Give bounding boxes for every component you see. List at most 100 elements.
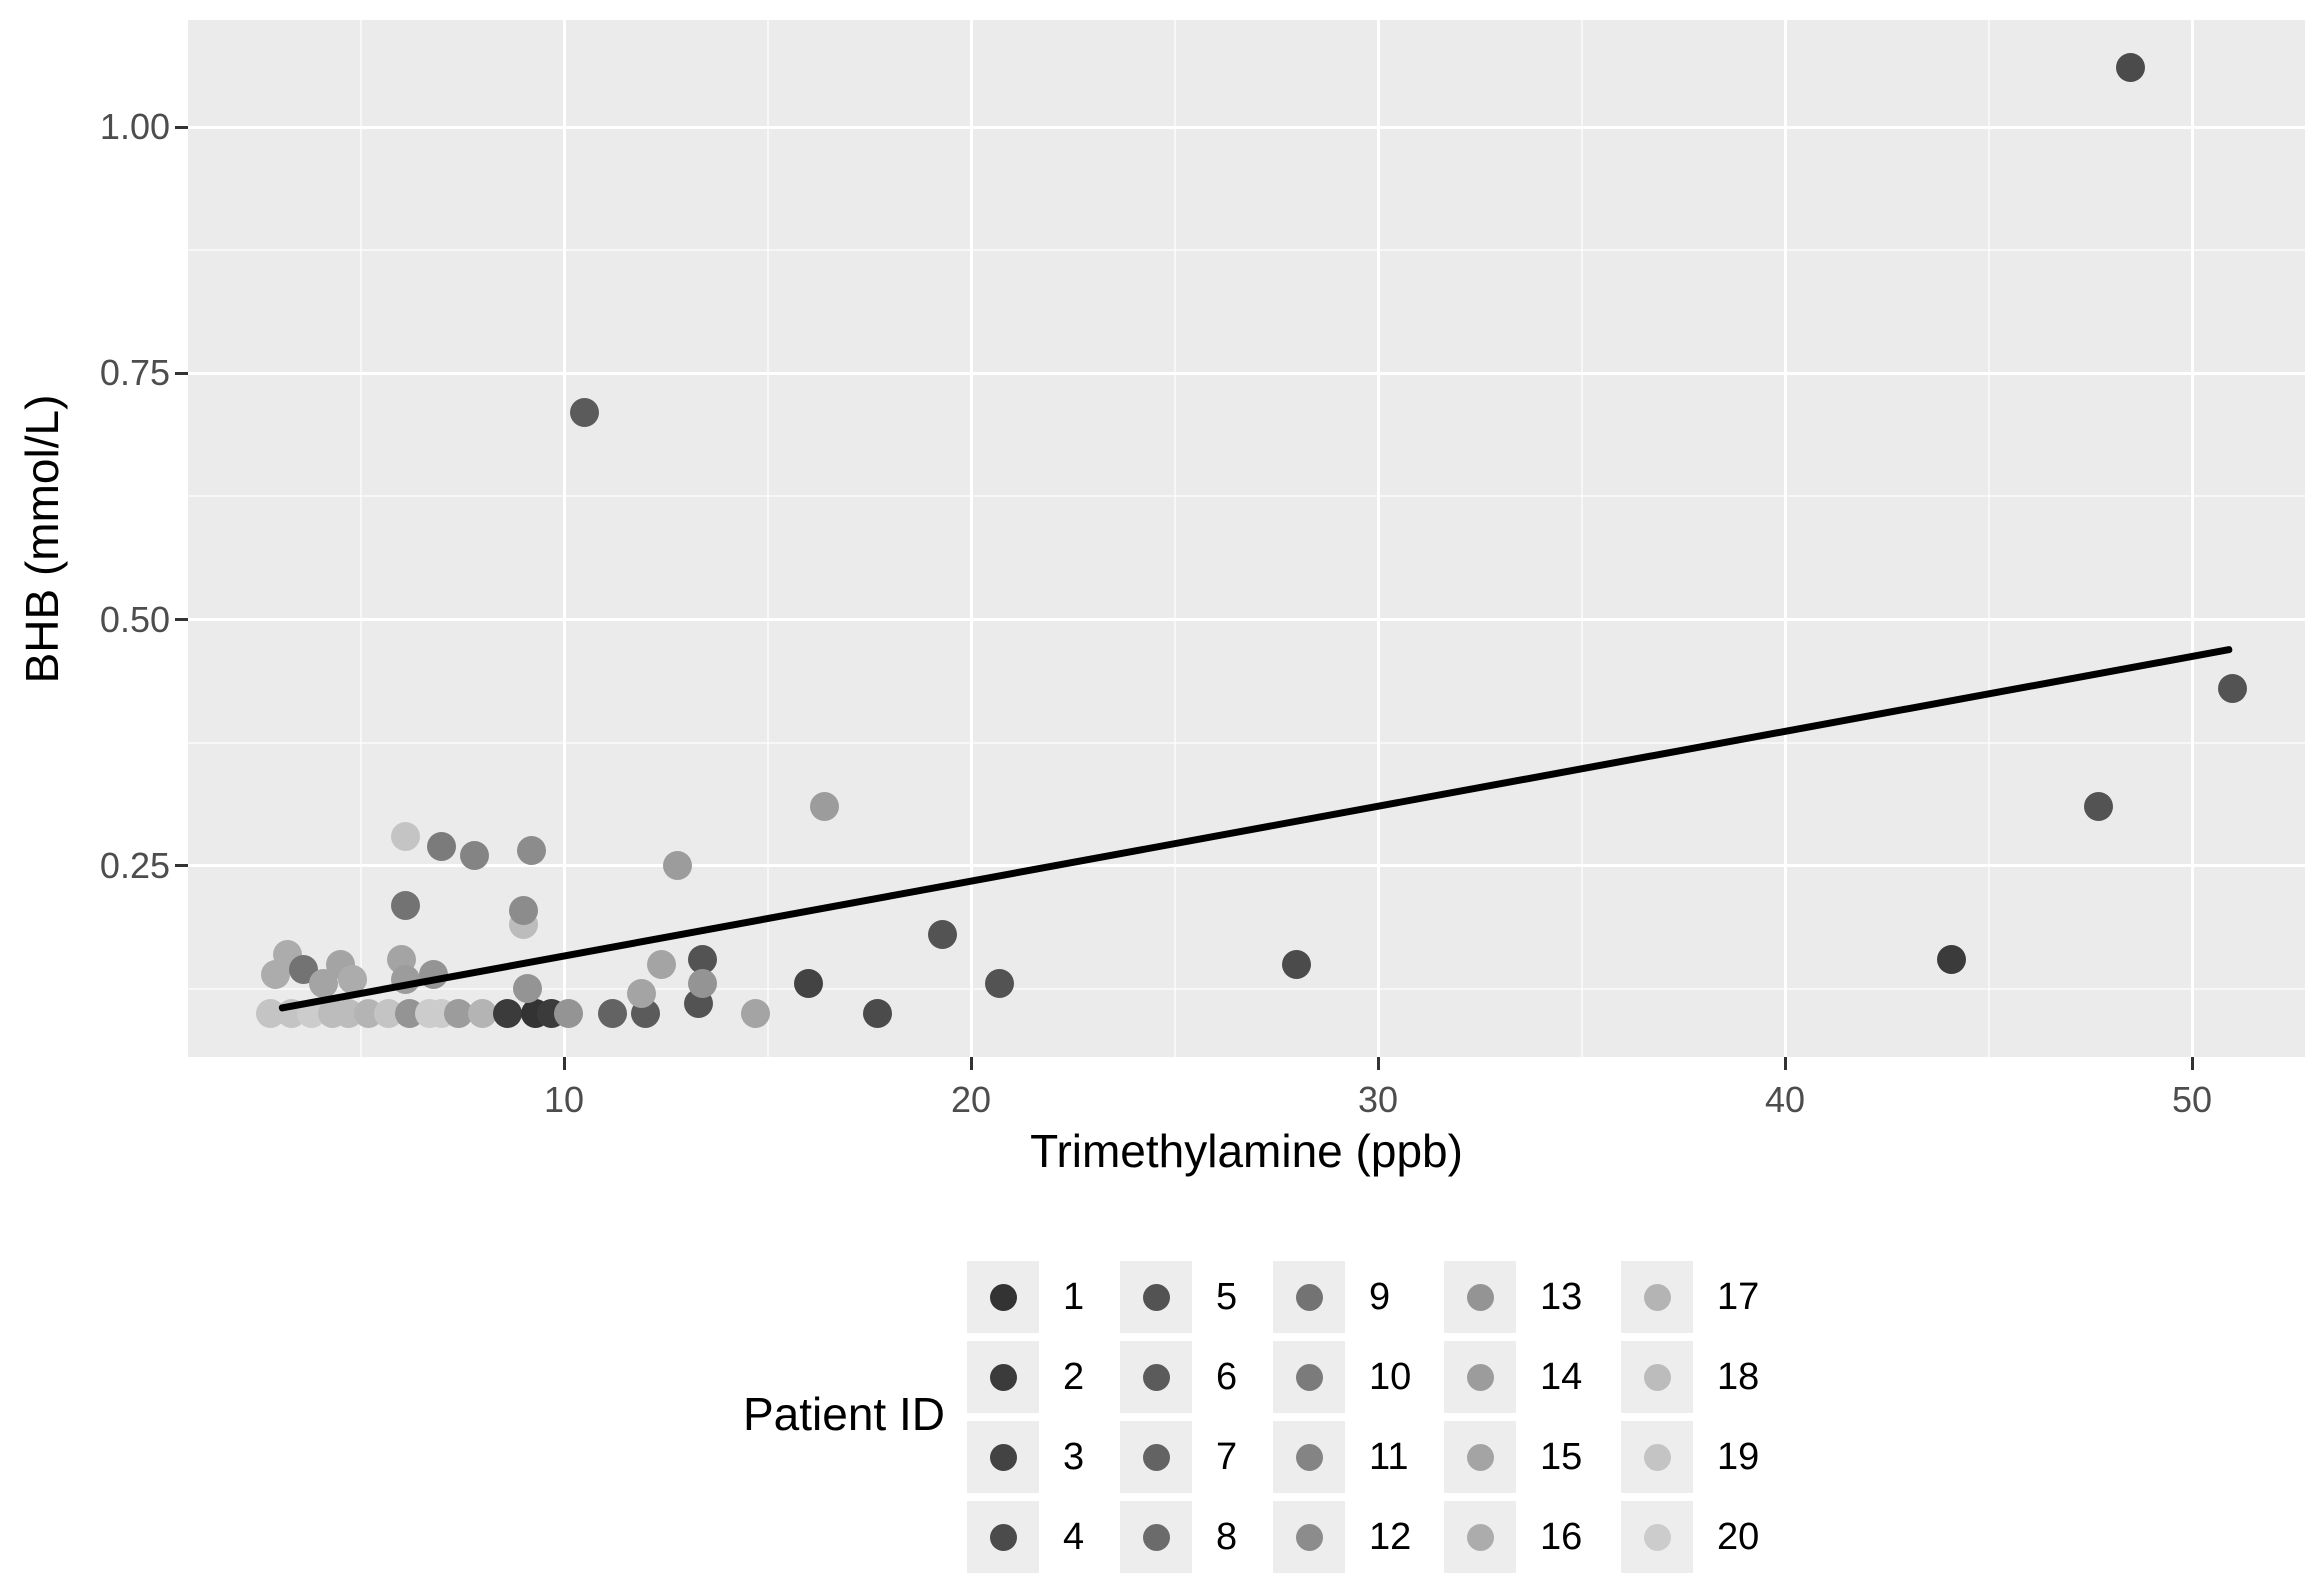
data-point — [2116, 53, 2146, 83]
y-major-gridline — [188, 371, 2305, 375]
x-major-gridline — [969, 20, 973, 1057]
x-minor-gridline — [766, 20, 769, 1057]
data-point — [598, 999, 628, 1028]
data-point — [663, 851, 693, 881]
legend-dot — [990, 1444, 1017, 1471]
legend-dot — [1467, 1364, 1494, 1391]
legend-label: 7 — [1216, 1436, 1238, 1478]
data-point — [390, 890, 420, 920]
data-point — [2083, 792, 2113, 822]
data-point — [427, 831, 457, 861]
legend-dot — [1143, 1444, 1170, 1471]
x-tick-label: 40 — [1764, 1079, 1806, 1120]
legend-dot — [1644, 1284, 1671, 1311]
legend-key — [1444, 1341, 1516, 1413]
data-point — [459, 841, 489, 871]
legend-label: 10 — [1369, 1356, 1412, 1398]
y-minor-gridline — [188, 249, 2305, 252]
x-tick-mark — [1783, 1057, 1787, 1070]
x-major-gridline — [2190, 20, 2194, 1057]
legend-key — [1273, 1261, 1345, 1333]
legend-label: 5 — [1216, 1276, 1238, 1318]
y-tick-label: 0.25 — [99, 844, 170, 886]
legend-dot — [990, 1364, 1017, 1391]
x-tick-label: 20 — [950, 1079, 992, 1120]
legend-label: 17 — [1717, 1276, 1760, 1318]
data-point — [740, 999, 770, 1028]
legend-dot — [990, 1524, 1017, 1551]
data-point — [862, 999, 892, 1028]
x-tick-mark — [562, 1057, 566, 1070]
legend-dot — [1644, 1524, 1671, 1551]
legend-key — [967, 1501, 1039, 1573]
y-tick-mark — [175, 864, 188, 868]
legend-key — [1120, 1421, 1192, 1493]
legend-dot — [1296, 1444, 1323, 1471]
legend-label: 9 — [1369, 1276, 1391, 1318]
legend-label: 2 — [1063, 1356, 1085, 1398]
data-point — [1937, 944, 1967, 974]
x-axis-title: Trimethylamine (ppb) — [1030, 1125, 1463, 1177]
legend-label: 3 — [1063, 1436, 1085, 1478]
legend-key — [1273, 1501, 1345, 1573]
data-point — [390, 821, 420, 851]
legend-key — [1120, 1261, 1192, 1333]
legend-key — [1273, 1421, 1345, 1493]
legend-key — [967, 1341, 1039, 1413]
y-tick-mark — [175, 371, 188, 375]
legend-label: 14 — [1540, 1356, 1583, 1398]
x-minor-gridline — [359, 20, 362, 1057]
y-tick-label: 0.50 — [99, 598, 170, 640]
x-tick-label: 30 — [1357, 1079, 1399, 1120]
y-minor-gridline — [188, 741, 2305, 744]
y-tick-mark — [175, 125, 188, 129]
legend-key — [1273, 1341, 1345, 1413]
x-major-gridline — [562, 20, 566, 1057]
legend-key — [1621, 1421, 1693, 1493]
legend-key — [1621, 1261, 1693, 1333]
legend-label: 20 — [1717, 1516, 1760, 1558]
legend-key — [1120, 1341, 1192, 1413]
data-point — [468, 999, 498, 1028]
legend-dot — [1644, 1444, 1671, 1471]
legend-label: 4 — [1063, 1516, 1085, 1558]
legend-dot — [1467, 1444, 1494, 1471]
x-tick-label: 50 — [2171, 1079, 2213, 1120]
legend-dot — [1644, 1364, 1671, 1391]
data-point — [492, 999, 522, 1028]
legend-dot — [1143, 1364, 1170, 1391]
data-point — [928, 920, 957, 950]
data-point — [687, 944, 717, 974]
legend-dot — [1296, 1524, 1323, 1551]
data-point — [553, 999, 583, 1028]
x-major-gridline — [1376, 20, 1380, 1057]
legend-dot — [1143, 1284, 1170, 1311]
x-tick-label: 10 — [543, 1079, 585, 1120]
y-minor-gridline — [188, 495, 2305, 498]
data-point — [1282, 949, 1312, 979]
data-point — [809, 792, 839, 822]
data-point — [516, 836, 546, 866]
legend-key — [967, 1421, 1039, 1493]
data-point — [512, 974, 542, 1004]
y-tick-mark — [175, 618, 188, 621]
legend-dot — [990, 1284, 1017, 1311]
data-point — [626, 979, 656, 1009]
legend-key — [1444, 1501, 1516, 1573]
data-point — [508, 895, 538, 925]
data-point — [984, 969, 1014, 999]
legend-label: 13 — [1540, 1276, 1583, 1318]
legend-key — [967, 1261, 1039, 1333]
legend-key — [1444, 1261, 1516, 1333]
data-point — [443, 999, 473, 1028]
y-major-gridline — [188, 864, 2305, 868]
data-point — [569, 398, 599, 428]
data-point — [2218, 673, 2248, 703]
plot-panel — [188, 20, 2305, 1057]
x-minor-gridline — [1987, 20, 1990, 1057]
legend-dot — [1296, 1364, 1323, 1391]
x-tick-mark — [1376, 1057, 1380, 1070]
legend-dot — [1467, 1284, 1494, 1311]
data-point — [687, 969, 717, 999]
y-major-gridline — [188, 125, 2305, 129]
